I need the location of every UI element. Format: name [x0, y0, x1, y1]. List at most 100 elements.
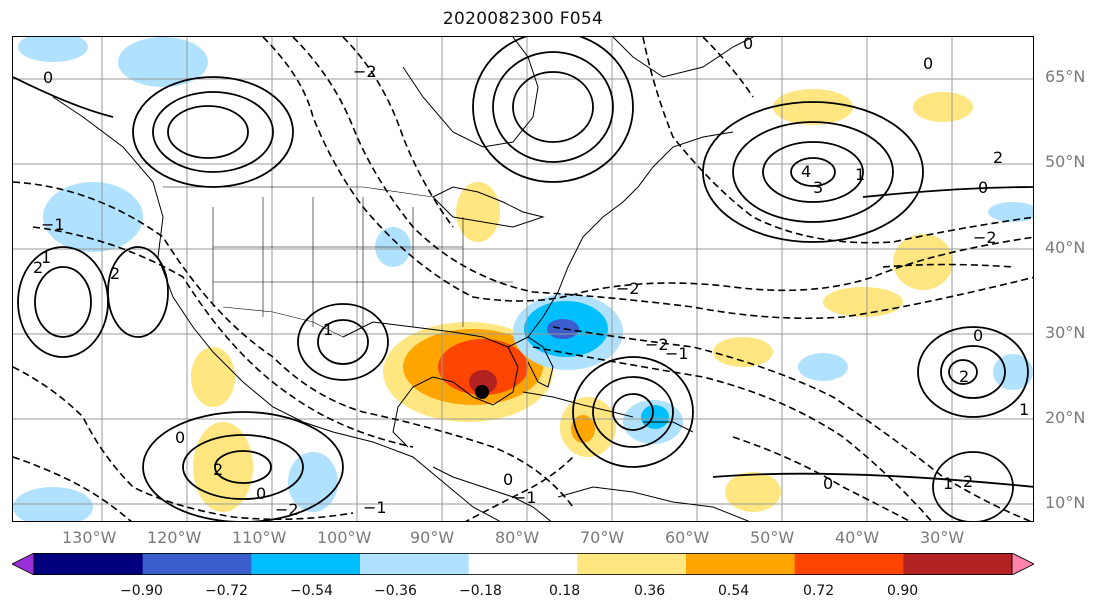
- positive-anomaly-north-atlantic-2: [913, 92, 973, 122]
- contour-solid: [512, 71, 594, 143]
- contour-solid: [702, 101, 924, 243]
- positive-anomaly-gulf-core: [469, 370, 497, 394]
- colorbar-segment: [794, 553, 904, 575]
- colorbar-border: [33, 553, 1013, 575]
- lat-label-40n: 40°N: [1045, 238, 1086, 257]
- negative-anomaly-pacific-nw: [43, 182, 143, 252]
- cuba: [522, 391, 634, 418]
- contour-dashed: [732, 436, 911, 521]
- contour-dashed: [532, 346, 933, 521]
- contour-label-1: 1: [943, 474, 953, 493]
- contour-label-minus2: −2: [645, 335, 669, 354]
- contour-label-minus1: −1: [665, 344, 689, 363]
- contour-solid: [592, 376, 674, 448]
- contour-label-2: 2: [33, 258, 43, 277]
- contour-label-2: 2: [963, 472, 973, 491]
- contour-label-0: 0: [256, 484, 266, 503]
- contour-label-2: 2: [110, 264, 120, 283]
- negative-anomaly-atlantic-core: [547, 319, 579, 339]
- colorbar-tick: −0.36: [374, 583, 417, 599]
- contour-solid: [317, 319, 369, 365]
- greenland: [612, 37, 754, 78]
- contour-solid: [492, 51, 614, 163]
- contour-label-0: 0: [175, 428, 185, 447]
- colorbar-extend-high: [1011, 553, 1034, 575]
- colorbar-segment: [142, 553, 252, 575]
- contour-dashed: [13, 181, 574, 508]
- map-panel: 0 0 0 0 0 0 0 0 0 −1 −1 −1 −1 −2 −2 −2 −…: [12, 36, 1034, 522]
- lat-label-65n: 65°N: [1045, 67, 1086, 86]
- colorbar-segment: [251, 553, 361, 575]
- contour-label-0: 0: [823, 474, 833, 493]
- contour-solid: [948, 359, 978, 385]
- lon-label-90w: 90°W: [410, 528, 455, 547]
- lon-label-100w: 100°W: [317, 528, 372, 547]
- hudson-bay: [402, 37, 539, 148]
- gulf-coast: [342, 321, 519, 448]
- contour-label-minus1: −1: [41, 215, 65, 234]
- positive-anomaly-north-atlantic: [773, 89, 853, 125]
- contour-solid: [472, 37, 634, 183]
- contour-label-2: 2: [959, 367, 969, 386]
- contour-labels: 0 0 0 0 0 0 0 0 0 −1 −1 −1 −1 −2 −2 −2 −…: [33, 37, 1029, 519]
- colorbar-tick: 0.90: [887, 583, 919, 599]
- colorbar-extend-low: [12, 553, 35, 575]
- contour-label-minus1: −1: [363, 498, 387, 517]
- contour-solid: [34, 266, 92, 338]
- contour-label-minus1: −1: [513, 488, 537, 507]
- contour-label-2: 2: [993, 148, 1003, 167]
- colorbar-tick: −0.18: [459, 583, 502, 599]
- negative-anomaly-pacific-w: [18, 37, 88, 62]
- colorbar-tick: −0.72: [205, 583, 248, 599]
- positive-anomaly-pacific-south: [193, 422, 253, 512]
- contour-solid: [17, 246, 109, 358]
- contour-label-1: 1: [323, 320, 333, 339]
- colorbar-segment: [577, 553, 687, 575]
- colorbar-segment: [468, 553, 578, 575]
- contour-label-3: 3: [813, 178, 823, 197]
- lon-label-50w: 50°W: [750, 528, 795, 547]
- lon-label-60w: 60°W: [665, 528, 710, 547]
- lat-label-10n: 10°N: [1045, 493, 1086, 512]
- colorbar-tick: −0.90: [120, 583, 163, 599]
- positive-anomaly-atlantic-mid: [823, 287, 903, 317]
- contour-dashed: [13, 456, 132, 521]
- contour-label-minus2: −2: [616, 279, 640, 298]
- contour-solid: [732, 121, 894, 223]
- contour-label-2: 2: [213, 460, 223, 479]
- contour-label-0: 0: [503, 470, 513, 489]
- shading-layer: [13, 37, 1033, 521]
- contour-solid: [932, 451, 1014, 521]
- storm-center-marker: [475, 385, 489, 399]
- lon-label-70w: 70°W: [580, 528, 625, 547]
- contour-solid: [107, 246, 169, 338]
- contour-label-0: 0: [973, 326, 983, 345]
- positive-anomaly-east-atlantic-s: [725, 472, 781, 512]
- contour-dashed: [262, 37, 1033, 302]
- contour-dashed: [882, 263, 1014, 268]
- contour-dashed: [552, 326, 1033, 521]
- anomaly-map: 0 0 0 0 0 0 0 0 0 −1 −1 −1 −1 −2 −2 −2 −…: [13, 37, 1033, 521]
- colorbar-segment: [903, 553, 1013, 575]
- east-coast: [527, 131, 734, 338]
- contour-solid: [167, 105, 249, 159]
- negative-anomaly-alaska: [118, 37, 208, 87]
- contour-dashed: [32, 226, 414, 448]
- contour-solid: [612, 393, 654, 431]
- great-lakes: [432, 186, 545, 228]
- contour-dashed: [642, 37, 1033, 244]
- contour-label-minus2: −2: [275, 500, 299, 519]
- contour-solid: [297, 303, 389, 381]
- lon-label-120w: 120°W: [147, 528, 202, 547]
- positive-anomaly-mid-atlantic: [713, 337, 773, 367]
- contour-label-0: 0: [923, 54, 933, 73]
- negative-anomaly-far-east: [993, 354, 1033, 390]
- contour-solid: [762, 141, 864, 203]
- positive-anomaly-caribbean-core: [571, 415, 595, 443]
- contour-solid: [917, 326, 1029, 418]
- contour-label-1: 1: [41, 248, 51, 267]
- central-america: [432, 466, 552, 521]
- colorbar-tick: 0.18: [549, 583, 581, 599]
- contour-solid: [940, 345, 1006, 399]
- contour-dashed: [342, 37, 454, 228]
